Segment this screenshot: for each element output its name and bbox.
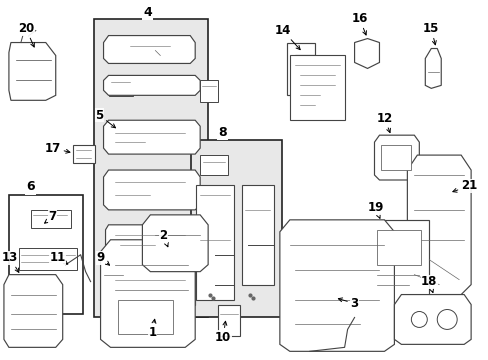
Bar	[381, 145, 410, 170]
Polygon shape	[4, 275, 62, 347]
Bar	[9, 195, 82, 315]
Bar	[242, 185, 273, 285]
Polygon shape	[286, 42, 314, 95]
Circle shape	[410, 311, 427, 328]
Text: 18: 18	[420, 275, 437, 293]
Bar	[369, 220, 428, 310]
Polygon shape	[394, 294, 470, 345]
Polygon shape	[142, 215, 208, 272]
Text: 17: 17	[44, 141, 70, 155]
Bar	[101, 268, 126, 298]
Bar	[377, 230, 421, 265]
Bar	[196, 185, 234, 300]
Text: 10: 10	[215, 321, 231, 344]
Bar	[218, 305, 240, 336]
Bar	[108, 270, 195, 305]
Bar	[108, 78, 133, 96]
Polygon shape	[425, 49, 440, 88]
Bar	[93, 19, 208, 318]
Polygon shape	[407, 155, 470, 294]
Polygon shape	[103, 170, 200, 210]
Text: 2: 2	[159, 229, 168, 247]
Text: 16: 16	[351, 12, 367, 35]
Text: 4: 4	[142, 6, 151, 19]
Polygon shape	[103, 75, 200, 95]
Bar	[200, 155, 227, 175]
Bar	[73, 145, 94, 163]
Bar	[31, 210, 71, 228]
Polygon shape	[9, 42, 56, 100]
Text: 1: 1	[148, 319, 156, 339]
Text: 20: 20	[18, 22, 34, 47]
Text: 7: 7	[44, 210, 57, 223]
Text: 15: 15	[422, 22, 439, 45]
Text: 5: 5	[95, 109, 115, 128]
Bar	[191, 140, 281, 318]
Polygon shape	[279, 220, 394, 351]
Text: 13: 13	[2, 251, 19, 272]
Bar	[200, 80, 218, 102]
Bar	[289, 55, 344, 120]
Text: 19: 19	[366, 201, 383, 218]
Text: 9: 9	[96, 251, 109, 265]
Polygon shape	[101, 240, 195, 347]
Bar	[118, 300, 173, 334]
Text: 3: 3	[338, 297, 358, 310]
Text: 14: 14	[274, 24, 300, 50]
Text: 6: 6	[26, 180, 35, 193]
Polygon shape	[103, 120, 200, 154]
Text: 8: 8	[217, 126, 226, 139]
Polygon shape	[354, 39, 379, 68]
Polygon shape	[105, 225, 198, 255]
Text: 11: 11	[49, 251, 68, 264]
Circle shape	[436, 310, 456, 329]
Text: 21: 21	[452, 180, 476, 193]
Polygon shape	[103, 36, 195, 63]
Bar	[19, 248, 77, 270]
Polygon shape	[374, 135, 419, 180]
Text: 12: 12	[376, 112, 392, 132]
